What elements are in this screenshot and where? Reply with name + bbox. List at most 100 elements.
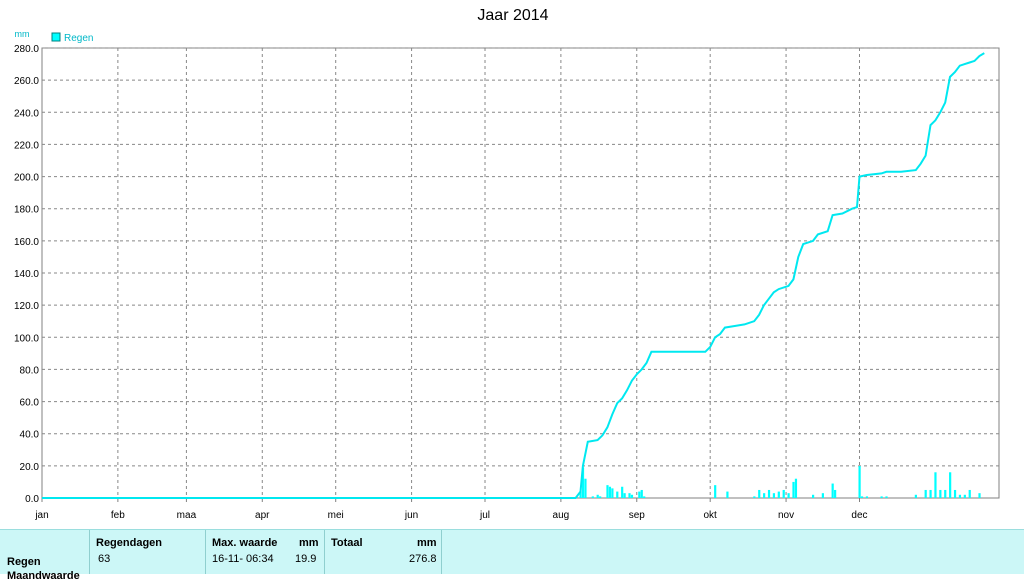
grid [41,47,1000,499]
x-tick-label: maa [177,510,197,521]
daily-rain-bar [608,486,612,498]
daily-rain-bar [958,494,962,498]
daily-rain-bar [767,489,771,498]
y-tick-label: 240.0 [14,108,39,119]
daily-rain-bar [772,493,776,498]
y-tick-label: 180.0 [14,205,39,216]
daily-rain-bar [591,496,594,498]
y-tick-label: 120.0 [14,301,39,312]
daily-rain-bar [924,489,927,498]
x-tick-label: nov [778,510,794,521]
row-label: Regen [7,556,41,568]
daily-rain-bar [777,491,780,498]
daily-rain-bar [782,489,785,498]
daily-rain-bar [621,486,624,498]
daily-rain-bar [628,493,631,498]
x-tick-label: okt [704,510,718,521]
col-max-waarde: Max. waarde mm 16-11- 06:34 19.9 [205,530,325,574]
y-tick-label: 40.0 [20,430,40,441]
col-regendagen: Regendagen 63 [89,530,206,574]
daily-rain-bar [596,494,599,498]
header-max-unit: mm [299,537,319,549]
y-tick-label: 0.0 [25,494,39,505]
value-regendagen: 63 [98,553,111,565]
cumulative-rain-line [42,52,985,499]
legend-label: Regen [64,33,93,44]
daily-rain-bar [978,493,981,498]
y-tick-label: 80.0 [20,365,40,376]
daily-rain-bar [885,496,888,498]
daily-rain-bar [581,467,585,498]
y-unit-label: mm [15,29,30,39]
daily-rain-bar [792,481,795,498]
y-tick-label: 160.0 [14,237,39,248]
legend-swatch [51,32,61,42]
summary-table: Regen Maandwaarde Regendagen 63 Max. waa… [0,529,1024,582]
daily-rain-bar [726,491,729,498]
daily-rain-bar [914,494,917,498]
daily-rain-bar [963,494,966,498]
daily-rain-bar [949,472,952,498]
y-tick-label: 20.0 [20,462,40,473]
plot-frame [41,47,1000,499]
y-tick-label: 100.0 [14,333,39,344]
x-axis-ticks: jan feb maa apr mei jun jul aug sep okt nov dec [34,498,868,521]
row-label-2: Maandwaarde [7,570,80,582]
daily-rain-bar [611,488,614,498]
daily-rain-bar [865,496,869,498]
daily-rain-bar [880,496,883,498]
daily-rain-bar [934,472,937,498]
header-totaal: Totaal [331,537,363,549]
daily-rain-bar [630,494,634,498]
col-totaal: Totaal mm 276.8 [324,530,442,574]
value-max-date: 16-11- 06:34 [212,553,274,565]
daily-rain-bar [794,478,798,498]
daily-rain-bar [858,466,861,498]
x-tick-label: jun [404,510,418,521]
x-tick-label: jan [34,510,48,521]
y-tick-label: 200.0 [14,173,39,184]
daily-rain-bar [834,489,837,498]
daily-rain-bar [831,483,834,498]
y-axis-ticks: 0.0 20.0 40.0 60.0 80.0 100.0 120.0 140.0 160.0 1… [14,44,39,505]
x-tick-label: mei [328,510,344,521]
y-tick-label: 60.0 [20,398,40,409]
daily-rain-bar [638,491,641,498]
x-tick-label: jul [479,510,490,521]
daily-rain-bar [640,489,643,498]
daily-rain-bars [579,466,981,498]
x-tick-label: sep [629,510,646,521]
daily-rain-bar [643,496,646,498]
daily-rain-bar [606,485,609,498]
header-totaal-unit: mm [417,537,437,549]
x-tick-label: dec [851,510,867,521]
daily-rain-bar [944,489,947,498]
daily-rain-bar [584,478,587,498]
daily-rain-bar [623,493,626,498]
x-tick-label: apr [255,510,270,521]
chart-area: Jaar 2014 mm Regen 0.0 20.0 40.0 60.0 80.0 10… [14,7,1000,521]
y-tick-label: 260.0 [14,76,39,87]
daily-rain-bar [968,489,971,498]
header-regendagen: Regendagen [96,537,163,549]
daily-rain-bar [860,496,864,498]
cumulative-series-line [42,52,985,499]
daily-rain-bar [953,489,957,498]
daily-rain-bar [616,491,619,498]
daily-rain-bar [929,489,932,498]
daily-rain-bar [939,489,942,498]
daily-rain-bar [821,493,824,498]
daily-rain-bar [763,493,766,498]
daily-rain-bar [753,496,756,498]
rain-chart: Jaar 2014 mm Regen 0.0 20.0 40.0 60.0 80.0 10… [14,7,1000,521]
value-max: 19.9 [295,553,317,565]
header-max-waarde: Max. waarde [212,537,278,549]
y-tick-label: 220.0 [14,140,39,151]
value-totaal: 276.8 [409,553,437,565]
daily-rain-bar [599,496,602,498]
x-tick-label: aug [553,510,570,521]
x-tick-label: feb [111,510,125,521]
daily-rain-bar [811,494,815,498]
daily-rain-bar [579,491,582,498]
chart-title: Jaar 2014 [477,7,548,24]
